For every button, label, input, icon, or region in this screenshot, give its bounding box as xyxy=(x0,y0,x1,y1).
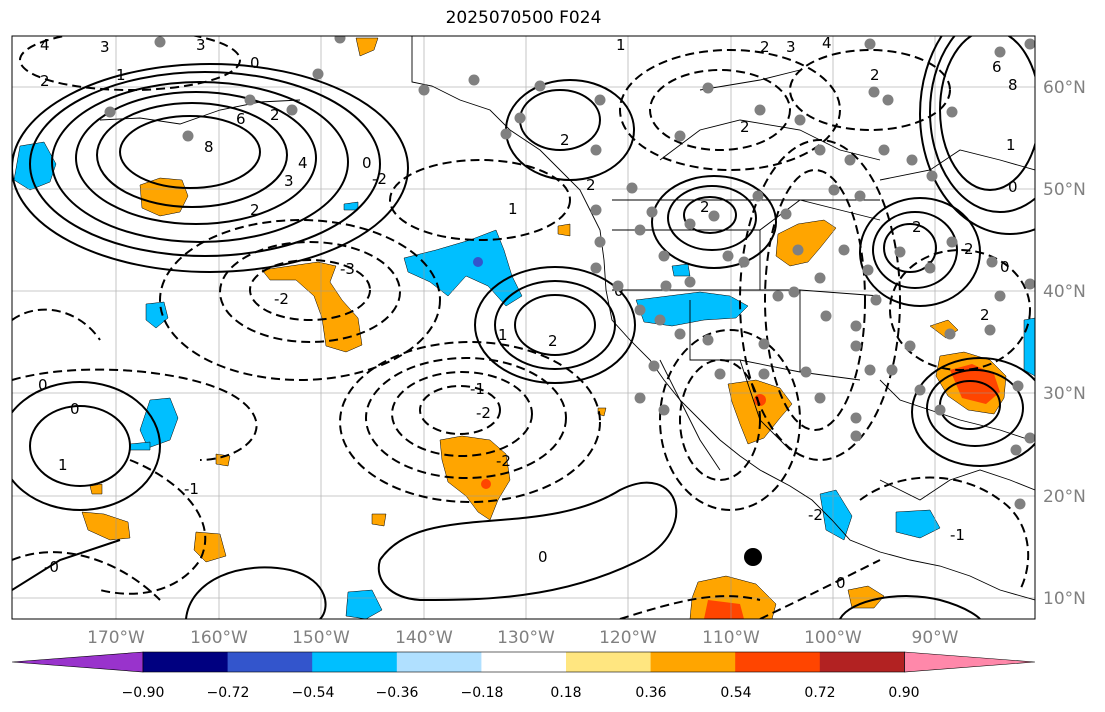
contour-label: 2 xyxy=(980,306,990,324)
colorbar-segment xyxy=(735,652,821,672)
colorbar-tick-label: 0.18 xyxy=(550,685,581,701)
contour-label: -1 xyxy=(470,380,485,398)
lat-label: 10°N xyxy=(1043,589,1086,609)
contour-label: 3 xyxy=(284,172,294,190)
colorbar-ticks: −0.90 −0.72 −0.54 −0.36 −0.18 0.18 0.36 … xyxy=(122,685,920,701)
contour-label: 2 xyxy=(700,198,710,216)
lat-label: 20°N xyxy=(1043,487,1086,507)
contour-label: 4 xyxy=(40,36,50,54)
lat-label: 30°N xyxy=(1043,384,1086,404)
lat-label: 60°N xyxy=(1043,78,1086,98)
lat-label: 50°N xyxy=(1043,180,1086,200)
contour-label: -0 xyxy=(44,558,59,576)
plot-frame xyxy=(11,35,1036,620)
contour-label: 6 xyxy=(992,58,1002,76)
contour-label: 8 xyxy=(204,138,214,156)
contour-label: 2 xyxy=(586,176,596,194)
contour-label: 2 xyxy=(760,38,770,56)
storm-marker xyxy=(744,548,762,566)
contour-label: 1 xyxy=(116,66,126,84)
contour-label: 4 xyxy=(298,154,308,172)
contour-label: 2 xyxy=(40,72,50,90)
colorbar-segment xyxy=(312,652,398,672)
lon-label: 170°W xyxy=(87,628,145,648)
contour-label: 2 xyxy=(560,131,570,149)
contour-label: 1 xyxy=(498,326,508,344)
colorbar-tick-label: −0.18 xyxy=(461,685,504,701)
colorbar-tick-label: 0.36 xyxy=(635,685,666,701)
lon-label: 100°W xyxy=(804,628,862,648)
contour-label: 0 xyxy=(1000,258,1010,276)
contour-label: 8 xyxy=(1008,76,1018,94)
contour-label: -2 xyxy=(476,404,491,422)
contour-label: 4 xyxy=(822,34,832,52)
lon-label: 130°W xyxy=(497,628,555,648)
contour-label: 0 xyxy=(538,548,548,566)
contour-label: 2 xyxy=(740,118,750,136)
colorbar-tick-label: −0.72 xyxy=(207,685,250,701)
colorbar-segment xyxy=(481,652,567,672)
contour-label: 0 xyxy=(70,400,80,418)
contour-label: 2 xyxy=(548,332,558,350)
colorbar-segment xyxy=(396,652,482,672)
colorbar-segment xyxy=(650,652,736,672)
contour-label: -2 xyxy=(496,452,511,470)
lon-label: 110°W xyxy=(702,628,760,648)
contour-label: 0 xyxy=(250,54,260,72)
lon-label: 160°W xyxy=(190,628,248,648)
contour-label: 2 xyxy=(870,66,880,84)
colorbar-tick-label: 0.72 xyxy=(804,685,835,701)
contour-label: 2 xyxy=(270,106,280,124)
contour-label: 0 xyxy=(362,154,372,172)
solid-contours xyxy=(12,36,1035,619)
contour-label: 0 xyxy=(1008,178,1018,196)
lat-axis-labels: 60°N 50°N 40°N 30°N 20°N 10°N xyxy=(1043,78,1086,609)
contour-label: -2 xyxy=(274,290,289,308)
lon-label: 90°W xyxy=(912,628,959,648)
colorbar-tick-label: −0.36 xyxy=(376,685,419,701)
colorbar-segment xyxy=(566,652,652,672)
contour-label: 3 xyxy=(786,38,796,56)
contour-label: -1 xyxy=(184,480,199,498)
contour-label: 1 xyxy=(58,456,68,474)
contour-label: -3 xyxy=(340,260,355,278)
colorbar-segment xyxy=(819,652,905,672)
contour-label: -1 xyxy=(950,526,965,544)
contour-label: 0 xyxy=(38,376,48,394)
contour-label: 1 xyxy=(1006,136,1016,154)
colorbar-tick-label: −0.90 xyxy=(122,685,165,701)
colorbar-frame xyxy=(142,651,905,673)
contour-label: 6 xyxy=(236,110,246,128)
contour-label: 2 xyxy=(250,201,260,219)
lon-lat-grid xyxy=(12,36,1035,619)
lon-label: 140°W xyxy=(395,628,453,648)
lon-label: 150°W xyxy=(292,628,350,648)
lon-axis-labels: 170°W 160°W 150°W 140°W 130°W 120°W 110°… xyxy=(87,628,959,648)
colorbar-extend-max xyxy=(904,651,1036,673)
colorbar-tick-label: −0.54 xyxy=(292,685,335,701)
dashed-contours xyxy=(12,36,1031,619)
shaded-regions xyxy=(13,37,1035,619)
contour-label: 1 xyxy=(508,200,518,218)
contour-label: -2 xyxy=(372,170,387,188)
colorbar-extend-min xyxy=(11,651,144,673)
station-dots xyxy=(104,36,1035,510)
colorbar-segment xyxy=(143,652,229,672)
contour-label: 1 xyxy=(616,36,626,54)
colorbar-tick-label: 0.90 xyxy=(888,685,919,701)
colorbar-segment xyxy=(227,652,313,672)
contour-label: 3 xyxy=(196,36,206,54)
colorbar xyxy=(11,651,1036,673)
lat-label: 40°N xyxy=(1043,282,1086,302)
contour-label: 2 xyxy=(964,240,974,258)
colorbar-tick-label: 0.54 xyxy=(720,685,751,701)
contour-label: -2 xyxy=(808,506,823,524)
contour-label: 0 xyxy=(836,574,846,592)
map-title: 2025070500 F024 xyxy=(445,8,602,28)
contour-label: 2 xyxy=(912,218,922,236)
lon-label: 120°W xyxy=(599,628,657,648)
map-plot-area: 4 3 3 2 1 2 0 6 8 4 3 2 0 -2 2 1 2 2 2 2… xyxy=(12,34,1035,619)
contour-label: 3 xyxy=(100,38,110,56)
